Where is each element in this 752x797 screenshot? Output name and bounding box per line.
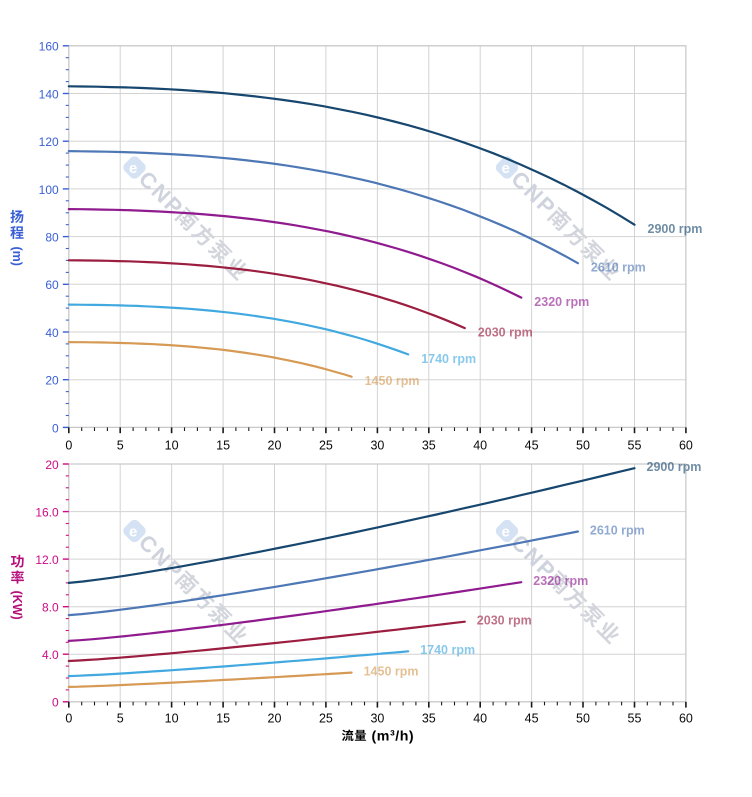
- svg-text:40: 40: [45, 326, 59, 340]
- svg-text:8.0: 8.0: [42, 601, 59, 615]
- svg-text:20: 20: [268, 438, 282, 452]
- svg-text:5: 5: [117, 438, 124, 452]
- svg-text:(KW): (KW): [10, 591, 24, 620]
- svg-text:55: 55: [628, 438, 642, 452]
- svg-text:15: 15: [216, 712, 230, 726]
- svg-text:0: 0: [65, 438, 72, 452]
- svg-text:50: 50: [576, 712, 590, 726]
- svg-text:1450 rpm: 1450 rpm: [364, 665, 419, 679]
- svg-text:40: 40: [473, 712, 487, 726]
- svg-text:10: 10: [165, 712, 179, 726]
- svg-text:140: 140: [39, 87, 59, 101]
- svg-text:20: 20: [45, 374, 59, 388]
- svg-text:2030 rpm: 2030 rpm: [478, 326, 533, 340]
- svg-text:30: 30: [370, 438, 384, 452]
- svg-text:30: 30: [370, 712, 384, 726]
- svg-text:45: 45: [525, 712, 539, 726]
- svg-text:25: 25: [319, 712, 333, 726]
- svg-text:35: 35: [422, 438, 436, 452]
- svg-text:12.0: 12.0: [35, 553, 59, 567]
- svg-text:e: e: [129, 524, 137, 541]
- svg-text:e: e: [502, 524, 510, 541]
- svg-text:2610 rpm: 2610 rpm: [590, 523, 645, 537]
- svg-text:0: 0: [52, 696, 59, 710]
- svg-text:25: 25: [319, 438, 333, 452]
- svg-text:1450 rpm: 1450 rpm: [365, 374, 420, 388]
- svg-text:2610 rpm: 2610 rpm: [591, 261, 646, 275]
- svg-text:1740 rpm: 1740 rpm: [420, 643, 475, 657]
- svg-text:e: e: [502, 160, 510, 177]
- svg-text:45: 45: [525, 438, 539, 452]
- svg-text:35: 35: [422, 712, 436, 726]
- svg-text:10: 10: [165, 438, 179, 452]
- svg-text:60: 60: [45, 278, 59, 292]
- svg-text:80: 80: [45, 231, 59, 245]
- svg-text:2320 rpm: 2320 rpm: [533, 574, 588, 588]
- svg-text:40: 40: [473, 438, 487, 452]
- svg-text:e: e: [129, 160, 137, 177]
- svg-text:2900 rpm: 2900 rpm: [647, 460, 702, 474]
- svg-text:120: 120: [39, 135, 59, 149]
- svg-text:50: 50: [576, 438, 590, 452]
- svg-text:(m³/h): (m³/h): [372, 728, 415, 744]
- svg-text:15: 15: [216, 438, 230, 452]
- svg-text:20: 20: [268, 712, 282, 726]
- svg-text:0: 0: [65, 712, 72, 726]
- svg-text:16.0: 16.0: [35, 506, 59, 520]
- svg-text:2320 rpm: 2320 rpm: [534, 295, 589, 309]
- svg-text:60: 60: [679, 712, 693, 726]
- svg-text:20: 20: [45, 458, 59, 472]
- svg-text:(m): (m): [10, 247, 24, 266]
- svg-text:1740 rpm: 1740 rpm: [421, 352, 476, 366]
- svg-text:100: 100: [39, 183, 59, 197]
- svg-text:2900 rpm: 2900 rpm: [648, 222, 703, 236]
- svg-text:0: 0: [52, 421, 59, 435]
- svg-text:2030 rpm: 2030 rpm: [477, 614, 532, 628]
- svg-text:5: 5: [117, 712, 124, 726]
- svg-text:55: 55: [628, 712, 642, 726]
- svg-text:4.0: 4.0: [42, 648, 59, 662]
- svg-text:60: 60: [679, 438, 693, 452]
- svg-text:160: 160: [39, 40, 59, 54]
